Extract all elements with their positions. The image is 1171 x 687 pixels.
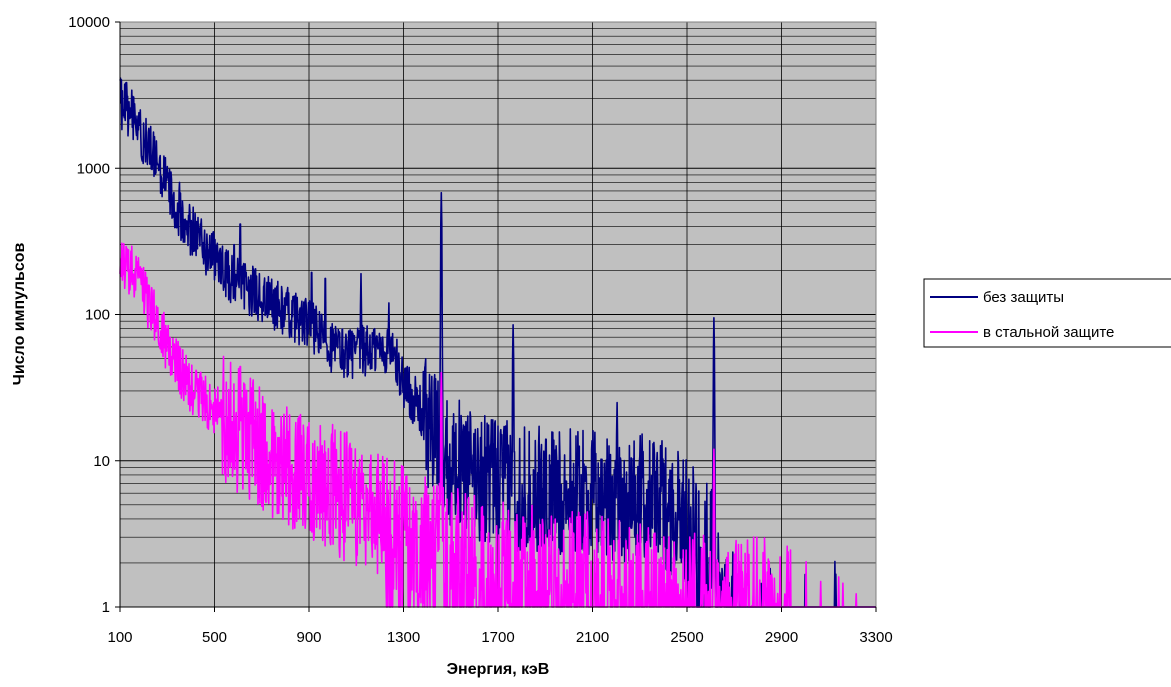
x-tick-label: 100	[107, 629, 132, 646]
x-tick-label: 2100	[576, 629, 609, 646]
legend: без защиты в стальной защите	[923, 278, 1171, 348]
legend-box	[923, 278, 1171, 348]
legend-label-series-2: в стальной защите	[983, 324, 1114, 341]
x-tick-label: 1300	[387, 629, 420, 646]
y-axis-title: Число импульсов	[11, 243, 28, 386]
x-tick-label: 900	[296, 629, 321, 646]
x-tick-label: 2500	[670, 629, 703, 646]
x-tick-label: 2900	[765, 629, 798, 646]
y-tick-label: 1	[102, 599, 110, 616]
axes	[115, 21, 877, 612]
x-tick-labels: 100 500 900 1300 1700 2100 2500 2900 3300	[107, 629, 892, 646]
x-tick-label: 3300	[859, 629, 892, 646]
legend-label-series-1: без защиты	[983, 289, 1064, 306]
x-axis-title: Энергия, кэВ	[447, 661, 550, 678]
x-tick-label: 500	[202, 629, 227, 646]
y-tick-label: 10	[93, 453, 110, 470]
y-tick-labels: 1 10 100 1000 10000	[68, 14, 110, 616]
y-tick-label: 1000	[77, 160, 110, 177]
x-tick-label: 1700	[481, 629, 514, 646]
y-tick-label: 100	[85, 307, 110, 324]
y-tick-label: 10000	[68, 14, 110, 31]
